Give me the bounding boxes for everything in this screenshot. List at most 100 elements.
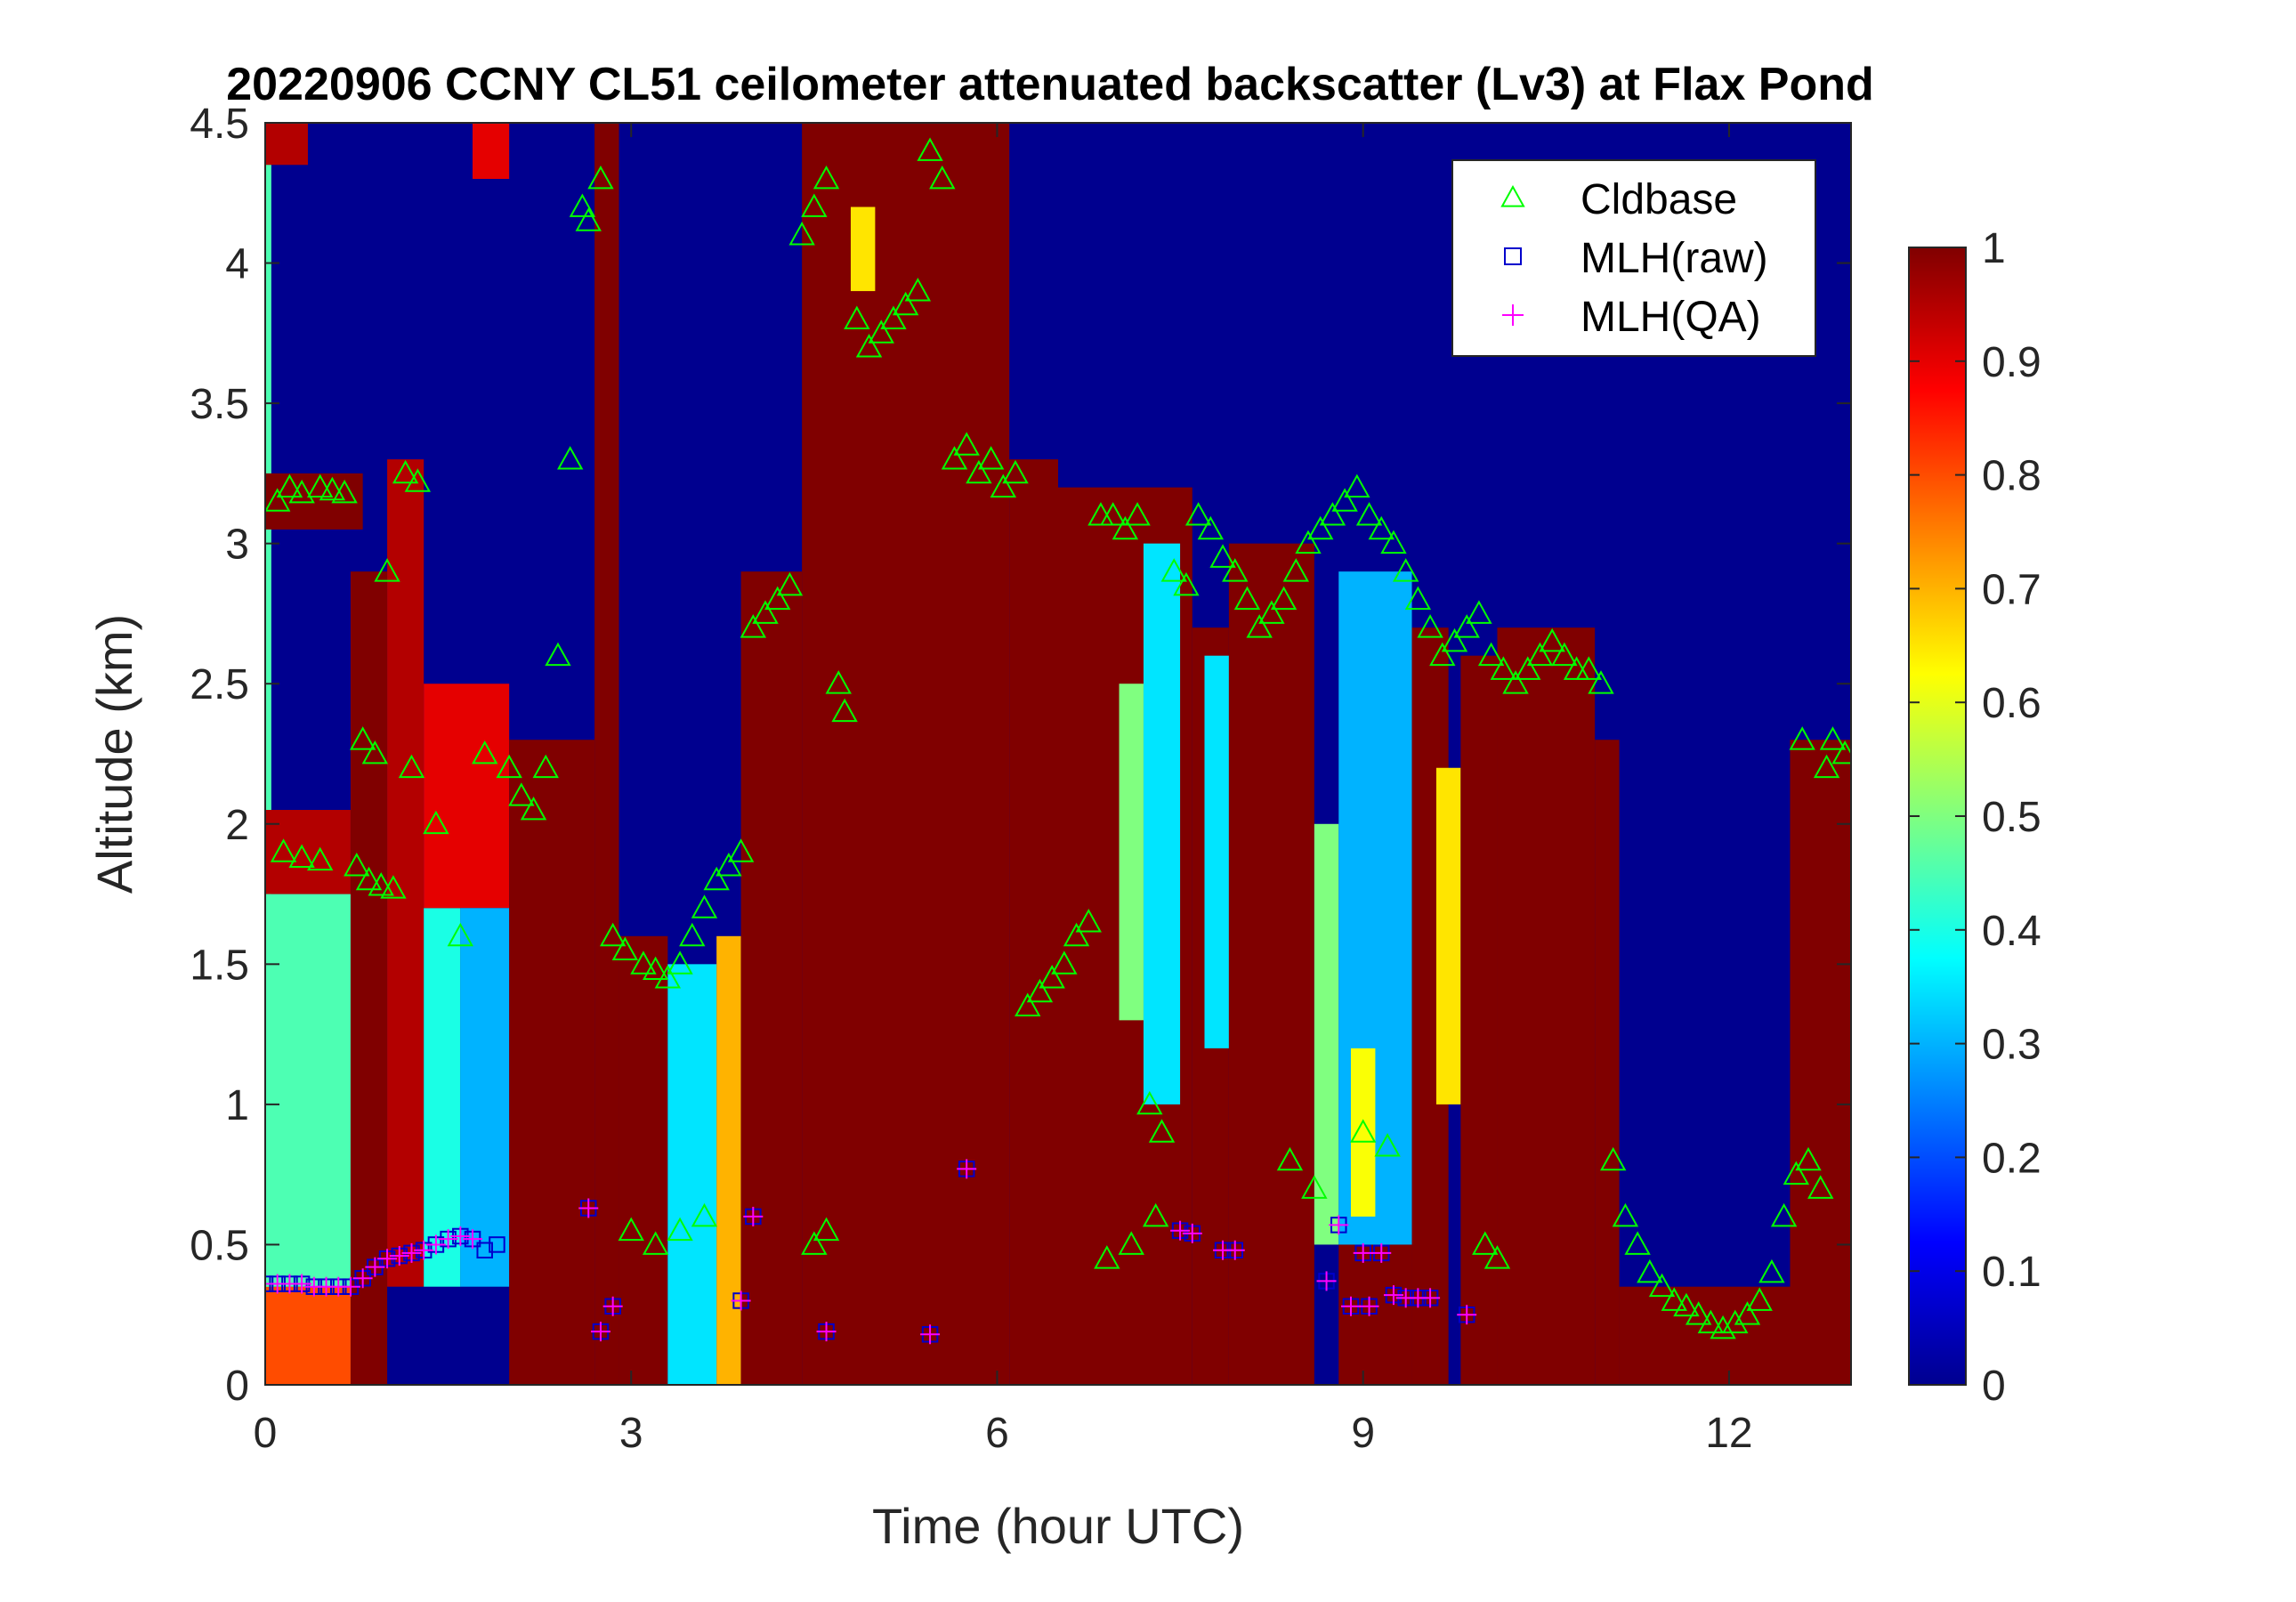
data-point-plus xyxy=(1340,1296,1361,1316)
data-point-triangle xyxy=(642,1231,669,1255)
data-point-triangle xyxy=(917,137,943,161)
data-point-triangle xyxy=(1515,656,1541,680)
data-point-triangle xyxy=(349,726,376,750)
colorbar-tick-label: 0 xyxy=(1982,1363,2006,1410)
data-point-plus xyxy=(401,1242,422,1263)
data-point-triangle xyxy=(1374,1133,1401,1157)
y-tick-label: 4.5 xyxy=(190,101,249,148)
data-point-triangle xyxy=(1661,1287,1687,1311)
data-point-plus xyxy=(1383,1285,1403,1306)
data-point-triangle xyxy=(1344,473,1370,498)
data-point-triangle xyxy=(1270,586,1298,611)
data-point-triangle xyxy=(1094,1245,1120,1269)
backscatter-cell-15 xyxy=(667,964,717,1385)
data-point-triangle xyxy=(1349,1119,1377,1143)
data-point-triangle xyxy=(556,446,584,470)
series-cldbase xyxy=(265,137,1851,1339)
data-point-triangle xyxy=(740,614,767,638)
data-point-triangle xyxy=(1124,502,1151,526)
data-point-triangle xyxy=(1063,922,1090,947)
data-point-triangle xyxy=(953,432,980,456)
backscatter-cell-5 xyxy=(265,123,308,166)
backscatter-cell-34 xyxy=(1497,627,1596,1385)
data-point-triangle xyxy=(1331,488,1358,512)
backscatter-cell-2 xyxy=(265,894,351,1287)
backscatter-heatmap xyxy=(265,123,1851,1385)
data-point-plus xyxy=(1353,1242,1373,1263)
data-point-triangle xyxy=(618,1217,644,1242)
data-point-triangle xyxy=(1466,600,1492,624)
data-point-plus xyxy=(450,1226,471,1246)
x-tick-label: 6 xyxy=(985,1410,1009,1457)
data-point-plus xyxy=(414,1240,434,1260)
data-point-plus xyxy=(1329,1215,1349,1235)
data-point-triangle xyxy=(508,782,535,806)
backscatter-cell-29 xyxy=(1338,571,1412,1245)
backscatter-cell-7 xyxy=(387,459,424,1287)
y-tick-label: 3.5 xyxy=(190,381,249,428)
data-point-triangle xyxy=(679,922,706,947)
data-point-triangle xyxy=(1789,726,1815,750)
y-tick-label: 1.5 xyxy=(190,942,249,989)
x-tick-label: 3 xyxy=(619,1410,643,1457)
legend-marker-triangle xyxy=(1500,184,1525,207)
data-point-triangle xyxy=(344,852,370,877)
backscatter-cell-30 xyxy=(1350,1048,1376,1217)
colorbar-tick-label: 0.9 xyxy=(1982,339,2041,386)
data-point-triangle xyxy=(1441,627,1468,652)
backscatter-cell-33 xyxy=(1460,655,1498,1385)
backscatter-cell-36 xyxy=(1619,1286,1815,1385)
data-point-triangle xyxy=(423,810,449,835)
backscatter-cell-8 xyxy=(424,908,461,1287)
data-point-triangle xyxy=(1112,515,1139,540)
data-point-triangle xyxy=(1673,1292,1700,1317)
data-point-triangle xyxy=(1746,1287,1773,1311)
backscatter-cell-27 xyxy=(1314,823,1339,1245)
colorbar-tick-label: 0.3 xyxy=(1982,1022,2041,1069)
legend: Cldbase MLH(raw) MLH(QA) xyxy=(1451,159,1816,357)
data-point-triangle xyxy=(715,852,742,877)
data-point-triangle xyxy=(929,165,956,190)
data-point-triangle xyxy=(1039,965,1065,989)
data-point-triangle xyxy=(398,754,425,779)
data-point-triangle xyxy=(1588,670,1614,694)
data-point-triangle xyxy=(1002,459,1029,484)
y-tick-label: 4 xyxy=(225,241,249,288)
data-point-triangle xyxy=(1758,1258,1785,1283)
data-point-triangle xyxy=(788,221,815,246)
plot-frame xyxy=(264,122,1852,1386)
data-point-triangle xyxy=(1637,1258,1663,1283)
data-point-triangle xyxy=(1783,1161,1810,1185)
marker-layer xyxy=(265,137,1851,1345)
chart-title: 20220906 CCNY CL51 ceilometer attenuated… xyxy=(226,59,1874,110)
data-point-triangle xyxy=(1368,515,1395,540)
data-point-triangle xyxy=(855,334,883,358)
data-point-triangle xyxy=(764,586,791,611)
y-tick-label: 2 xyxy=(225,802,249,849)
data-point-triangle xyxy=(361,740,389,765)
data-point-triangle xyxy=(276,473,303,498)
x-tick-label: 12 xyxy=(1705,1410,1752,1457)
data-point-plus xyxy=(425,1234,446,1255)
data-point-plus xyxy=(920,1324,941,1345)
data-point-triangle xyxy=(587,165,614,190)
backscatter-cell-11 xyxy=(509,740,595,1385)
colorbar: 0 0.1 0.2 0.3 0.4 0.5 0.6 0.7 0.8 0.9 1 xyxy=(1908,225,2041,1410)
data-point-triangle xyxy=(1051,951,1078,975)
data-point-triangle xyxy=(374,558,400,582)
data-point-triangle xyxy=(270,838,297,862)
data-point-plus xyxy=(743,1206,764,1226)
y-axis: 0 0.5 1 1.5 2 2.5 3 3.5 4 4.5 xyxy=(190,101,1851,1410)
data-point-plus xyxy=(463,1229,483,1250)
colorbar-ticks: 0 0.1 0.2 0.3 0.4 0.5 0.6 0.7 0.8 0.9 1 xyxy=(1909,225,2041,1410)
colorbar-tick-label: 0.8 xyxy=(1982,453,2041,500)
backscatter-cell-23 xyxy=(1143,543,1181,1104)
data-point-plus xyxy=(590,1322,610,1342)
data-point-triangle xyxy=(355,866,383,891)
data-point-triangle xyxy=(1484,1245,1511,1269)
data-point-plus xyxy=(578,1198,599,1218)
data-point-triangle xyxy=(1551,642,1578,667)
data-point-triangle xyxy=(1472,1231,1499,1255)
data-point-plus xyxy=(377,1249,398,1269)
legend-entries: Cldbase MLH(raw) MLH(QA) xyxy=(1500,176,1768,341)
